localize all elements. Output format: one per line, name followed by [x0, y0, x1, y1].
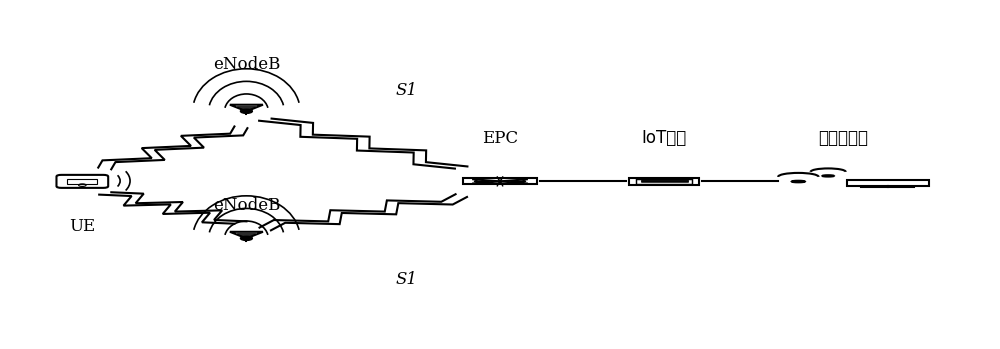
- Text: 应用服务器: 应用服务器: [818, 129, 868, 147]
- Bar: [847, 180, 929, 186]
- Bar: [629, 178, 699, 185]
- Text: UE: UE: [69, 218, 95, 235]
- Text: IoT平台: IoT平台: [641, 129, 687, 147]
- Text: eNodeB: eNodeB: [213, 197, 280, 214]
- FancyBboxPatch shape: [56, 175, 108, 188]
- Text: eNodeB: eNodeB: [213, 56, 280, 73]
- Circle shape: [240, 236, 252, 240]
- Text: EPC: EPC: [482, 130, 518, 147]
- Bar: [67, 178, 97, 184]
- Bar: [463, 178, 537, 184]
- Circle shape: [240, 109, 252, 113]
- Text: S1: S1: [396, 82, 418, 99]
- Bar: [636, 179, 692, 184]
- Text: S1: S1: [396, 271, 418, 288]
